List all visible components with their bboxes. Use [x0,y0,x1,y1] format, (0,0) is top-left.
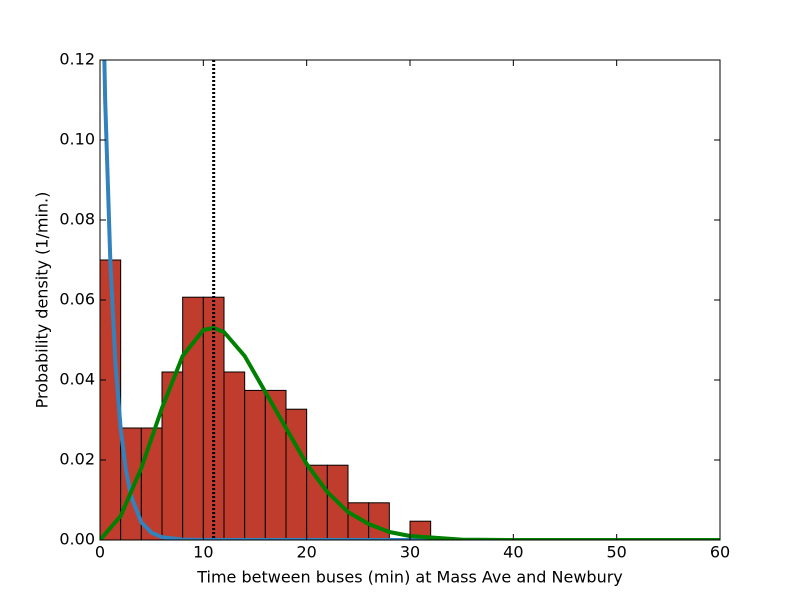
histogram-bar [285,408,308,540]
y-tick-label: 0.00 [59,530,95,549]
x-tick-label: 40 [503,543,523,562]
x-tick-label: 30 [400,543,420,562]
histogram-bar [223,371,246,540]
y-tick-label: 0.04 [59,370,95,389]
x-tick-label: 60 [710,543,730,562]
histogram-bar [368,502,390,540]
histogram-bar [244,389,266,540]
x-tick-label: 50 [606,543,626,562]
density-curve [100,326,720,540]
plot-area [100,60,720,540]
y-tick-label: 0.08 [59,210,95,229]
x-tick-label: 0 [95,543,105,562]
x-axis-label: Time between buses (min) at Mass Ave and… [196,568,623,587]
y-tick-label: 0.02 [59,450,95,469]
y-tick-label: 0.12 [59,50,95,69]
y-axis-label: Probability density (1/min.) [33,192,52,409]
density-curve [102,60,720,540]
x-tick-label: 10 [193,543,213,562]
x-tick-label: 20 [296,543,316,562]
y-tick-label: 0.10 [59,130,95,149]
y-tick-label: 0.06 [59,290,95,309]
